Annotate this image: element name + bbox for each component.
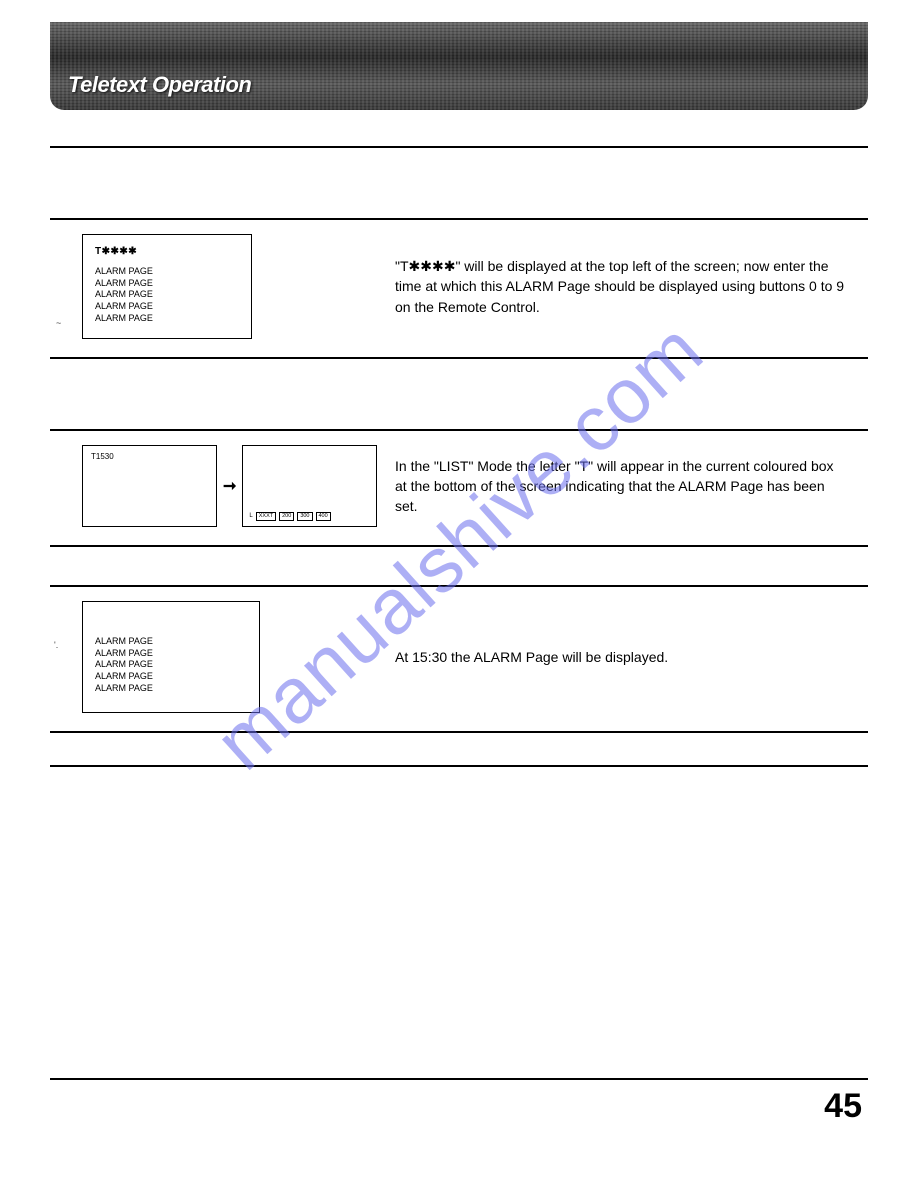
alarm-page-line: ALARM PAGE — [95, 313, 239, 325]
alarm-page-line: ALARM PAGE — [95, 301, 239, 313]
alarm-page-line: ALARM PAGE — [95, 266, 239, 278]
alarm-page-line: ALARM PAGE — [95, 278, 239, 290]
colour-box-2: 200 — [279, 512, 294, 521]
alarm-page-line: ALARM PAGE — [95, 659, 247, 671]
page-number: 45 — [824, 1087, 862, 1126]
screen2b-bottom-row: L XXXT 200 300 400 — [249, 512, 330, 521]
colour-box-1: XXXT — [256, 512, 276, 521]
page-content: T✱✱✱✱ ALARM PAGE ALARM PAGE ALARM PAGE A… — [50, 146, 868, 767]
section-1: T✱✱✱✱ ALARM PAGE ALARM PAGE ALARM PAGE A… — [50, 220, 868, 357]
section-1-diagram: T✱✱✱✱ ALARM PAGE ALARM PAGE ALARM PAGE A… — [50, 234, 395, 339]
screen-box-3: ALARM PAGE ALARM PAGE ALARM PAGE ALARM P… — [82, 601, 260, 713]
scan-artifact: '. — [54, 640, 58, 650]
section-2-text: In the "LIST" Mode the letter "T" will a… — [395, 456, 868, 517]
alarm-page-line: ALARM PAGE — [95, 683, 247, 695]
section-2-diagram: T1530 ➞ L XXXT 200 300 400 — [50, 445, 395, 527]
section-3-text: At 15:30 the ALARM Page will be displaye… — [395, 647, 868, 667]
alarm-page-line: ALARM PAGE — [95, 648, 247, 660]
screen-box-2b: L XXXT 200 300 400 — [242, 445, 377, 527]
screen1-top-code: T✱✱✱✱ — [95, 245, 239, 258]
section-3-diagram: ALARM PAGE ALARM PAGE ALARM PAGE ALARM P… — [50, 601, 395, 713]
alarm-page-line: ALARM PAGE — [95, 636, 247, 648]
header-banner: Teletext Operation — [50, 22, 868, 110]
colour-box-4: 400 — [316, 512, 331, 521]
rule-bottom — [50, 1078, 868, 1080]
colour-box-3: 300 — [297, 512, 312, 521]
alarm-page-line: ALARM PAGE — [95, 289, 239, 301]
scan-artifact: ~ — [56, 318, 61, 328]
rule-8 — [50, 765, 868, 767]
section-2: T1530 ➞ L XXXT 200 300 400 In the "LIST — [50, 431, 868, 545]
header-title: Teletext Operation — [68, 72, 251, 98]
screen-box-2a: T1530 — [82, 445, 217, 527]
list-label: L — [249, 513, 252, 521]
screen-box-1: T✱✱✱✱ ALARM PAGE ALARM PAGE ALARM PAGE A… — [82, 234, 252, 339]
section-1-text: "T✱✱✱✱" will be displayed at the top lef… — [395, 256, 868, 317]
alarm-page-line: ALARM PAGE — [95, 671, 247, 683]
arrow-icon: ➞ — [223, 476, 236, 496]
section-3: ALARM PAGE ALARM PAGE ALARM PAGE ALARM P… — [50, 587, 868, 731]
screen2a-code: T1530 — [91, 452, 208, 462]
